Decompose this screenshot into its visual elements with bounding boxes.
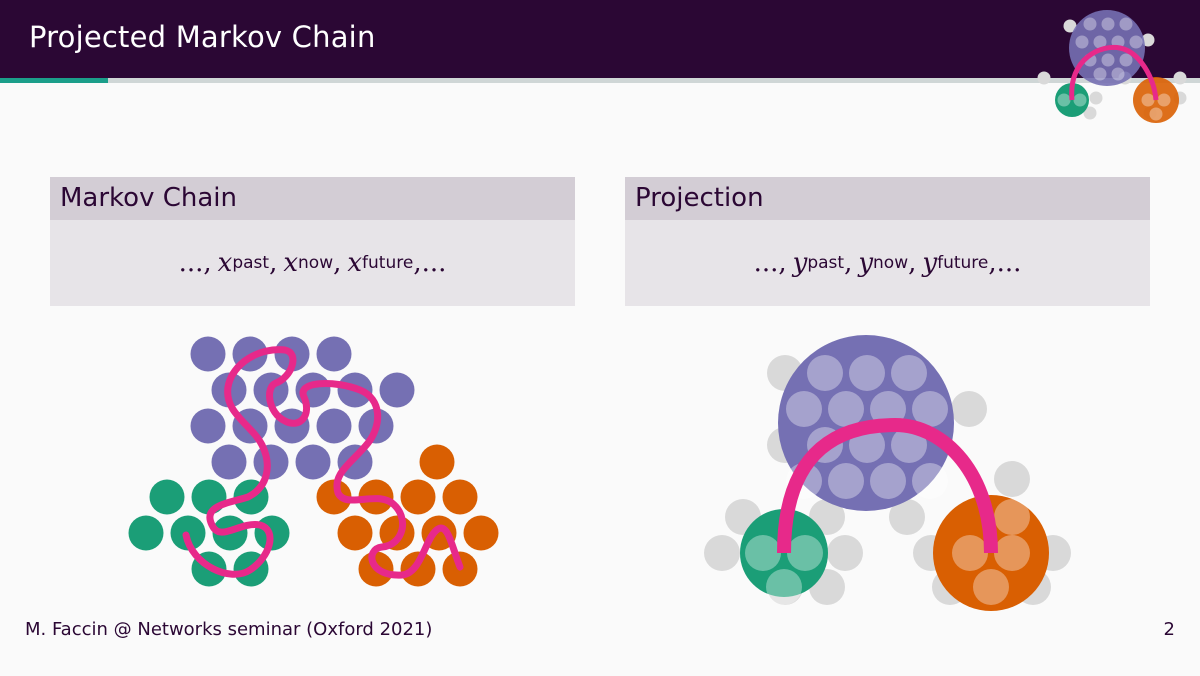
- block-heading: Markov Chain: [50, 177, 575, 220]
- projection-block: Projection ..., y past, y now, y future,...: [625, 177, 1150, 306]
- formula-comma: ,: [844, 248, 853, 278]
- formula-trailing: ,...: [988, 248, 1022, 278]
- state-node-orange: [463, 515, 499, 551]
- projection-formula: ..., y past, y now, y future,...: [625, 220, 1150, 306]
- formula-var: x: [347, 248, 363, 278]
- state-node-purple: [379, 372, 415, 408]
- state-node-purple: [190, 408, 226, 444]
- logo-inner-node: [1057, 93, 1071, 107]
- formula-comma: ,: [333, 248, 342, 278]
- formula-sub-future: future: [937, 253, 989, 273]
- inner-state-node: [849, 355, 885, 391]
- formula-var: y: [792, 248, 808, 278]
- state-node-purple: [295, 444, 331, 480]
- logo-trajectory-arc: [1069, 44, 1159, 101]
- formula-var: x: [217, 248, 233, 278]
- logo-inner-node: [1075, 35, 1089, 49]
- state-node-purple: [316, 336, 352, 372]
- state-node-green: [149, 479, 185, 515]
- inner-state-node: [912, 391, 948, 427]
- inner-state-node: [870, 391, 906, 427]
- logo-ghost-node: [1037, 71, 1051, 85]
- formula-var: x: [283, 248, 299, 278]
- ghost-state-node: [704, 535, 740, 571]
- formula-var: y: [858, 248, 874, 278]
- logo-ghost-node: [1173, 71, 1187, 85]
- inner-state-node: [952, 535, 988, 571]
- ghost-state-node: [994, 461, 1030, 497]
- logo-inner-node: [1119, 17, 1133, 31]
- markov-chain-diagram: [128, 336, 499, 587]
- inner-state-node: [994, 499, 1030, 535]
- formula-comma: ,: [269, 248, 278, 278]
- logo-ghost-node: [1083, 106, 1097, 120]
- state-node-green: [191, 479, 227, 515]
- projected-trajectory-arc: [777, 417, 998, 554]
- state-node-purple: [316, 408, 352, 444]
- projected-chain-diagram: [704, 335, 1071, 611]
- logo-inner-node: [1093, 35, 1107, 49]
- state-node-orange: [337, 515, 373, 551]
- logo-ghost-node: [1141, 33, 1155, 47]
- state-node-orange: [316, 479, 352, 515]
- inner-state-node: [828, 463, 864, 499]
- logo-inner-node: [1111, 67, 1125, 81]
- logo-inner-node: [1149, 107, 1163, 121]
- state-node-orange: [442, 479, 478, 515]
- logo-inner-node: [1093, 67, 1107, 81]
- logo-inner-node: [1141, 93, 1155, 107]
- block-heading: Projection: [625, 177, 1150, 220]
- logo-inner-node: [1157, 93, 1171, 107]
- formula-leading: ...,: [178, 248, 212, 278]
- inner-state-node: [973, 569, 1009, 605]
- ghost-state-node: [827, 535, 863, 571]
- progress-fill: [0, 78, 108, 83]
- markov-trajectory-path: [182, 346, 464, 579]
- logo-inner-node: [1119, 53, 1133, 67]
- inner-state-node: [912, 463, 948, 499]
- logo-inner-node: [1101, 53, 1115, 67]
- logo-inner-node: [1129, 35, 1143, 49]
- markov-chain-formula: ..., x past, x now, x future,...: [50, 220, 575, 306]
- state-node-purple: [253, 444, 289, 480]
- projection-logo-icon: [1037, 10, 1187, 123]
- state-node-green: [128, 515, 164, 551]
- state-node-orange: [400, 479, 436, 515]
- formula-sub-future: future: [362, 253, 414, 273]
- ghost-state-node: [951, 391, 987, 427]
- page-number: 2: [1163, 619, 1175, 640]
- progress-bar: [0, 78, 1200, 83]
- inner-state-node: [994, 535, 1030, 571]
- inner-state-node: [745, 535, 781, 571]
- formula-var: y: [922, 248, 938, 278]
- state-node-purple: [211, 444, 247, 480]
- inner-state-node: [766, 569, 802, 605]
- state-node-purple: [190, 336, 226, 372]
- formula-leading: ...,: [753, 248, 787, 278]
- formula-sub-now: now: [873, 253, 909, 273]
- logo-ghost-node: [1089, 91, 1103, 105]
- logo-inner-node: [1073, 93, 1087, 107]
- formula-trailing: ,...: [413, 248, 447, 278]
- inner-state-node: [891, 427, 927, 463]
- formula-sub-now: now: [298, 253, 334, 273]
- inner-state-node: [891, 355, 927, 391]
- state-node-orange: [419, 444, 455, 480]
- logo-inner-node: [1101, 17, 1115, 31]
- logo-inner-node: [1083, 17, 1097, 31]
- inner-state-node: [807, 355, 843, 391]
- slide-title: Projected Markov Chain: [29, 20, 376, 54]
- title-bar: Projected Markov Chain: [0, 0, 1200, 78]
- markov-chain-block: Markov Chain ..., x past, x now, x future,.…: [50, 177, 575, 306]
- inner-state-node: [870, 463, 906, 499]
- inner-state-node: [786, 391, 822, 427]
- inner-state-node: [828, 391, 864, 427]
- inner-state-node: [787, 535, 823, 571]
- ghost-state-node: [889, 499, 925, 535]
- footer-text: M. Faccin @ Networks seminar (Oxford 202…: [25, 619, 433, 640]
- formula-sub-past: past: [232, 253, 270, 273]
- formula-comma: ,: [908, 248, 917, 278]
- formula-sub-past: past: [807, 253, 845, 273]
- logo-ghost-node: [1063, 19, 1077, 33]
